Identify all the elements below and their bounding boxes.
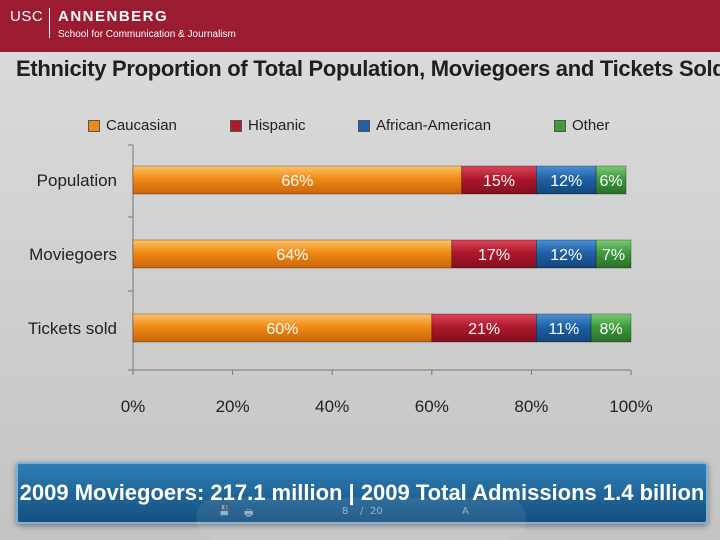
bar-other-tickets-sold: [590, 313, 632, 343]
logo-subtitle: School for Communication & Journalism: [58, 29, 236, 40]
bar-label-hispanic-population: 15%: [483, 173, 515, 190]
legend-item-hispanic: Hispanic: [230, 117, 306, 137]
logo-usc: USC: [10, 8, 44, 25]
legend-swatch-caucasian: [88, 120, 100, 133]
bar-caucasian-tickets-sold: [132, 313, 433, 343]
legend-item-caucasian: Caucasian: [88, 117, 177, 137]
legend-swatch-african-american: [358, 120, 370, 133]
legend-label-other: Other: [572, 117, 610, 134]
legend-label-african-american: African-American: [376, 117, 492, 134]
x-tick-label: 20%: [216, 397, 250, 416]
category-label-moviegoers: Moviegoers: [29, 245, 117, 264]
bar-label-african-american-tickets-sold: 11%: [548, 321, 579, 338]
legend-item-other: Other: [554, 117, 610, 137]
bar-label-other-moviegoers: 7%: [602, 247, 625, 264]
logo-divider: [49, 8, 51, 38]
page-total: 20: [370, 506, 383, 517]
print-icon[interactable]: 🖶: [244, 508, 254, 519]
legend-label-hispanic: Hispanic: [248, 117, 306, 134]
bar-african-american-population: [535, 165, 597, 195]
legend-swatch-hispanic: [230, 120, 242, 133]
page-separator: /: [360, 506, 364, 517]
category-label-population: Population: [37, 171, 117, 190]
usc-annenberg-logo: USC ANNENBERG School for Communication &…: [10, 8, 236, 40]
bar-label-other-population: 6%: [600, 173, 623, 190]
category-label-tickets-sold: Tickets sold: [28, 319, 117, 338]
x-tick-label: 40%: [315, 397, 349, 416]
bar-caucasian-moviegoers: [132, 239, 453, 269]
legend-label-caucasian: Caucasian: [106, 117, 177, 134]
x-tick-label: 0%: [121, 397, 146, 416]
chart-title: Ethnicity Proportion of Total Population…: [16, 56, 720, 81]
x-tick-label: 100%: [609, 397, 652, 416]
page-number: 8: [342, 506, 349, 517]
text-tool-icon[interactable]: A: [462, 506, 469, 517]
bar-other-population: [595, 165, 627, 195]
x-tick-label: 80%: [514, 397, 548, 416]
bar-caucasian-population: [132, 165, 463, 195]
x-tick-label: 60%: [415, 397, 449, 416]
header-bar: USC ANNENBERG School for Communication &…: [0, 0, 720, 52]
bar-hispanic-population: [461, 165, 537, 195]
bar-hispanic-moviegoers: [451, 239, 537, 269]
bar-label-caucasian-population: 66%: [281, 173, 313, 190]
bar-label-caucasian-moviegoers: 64%: [276, 247, 308, 264]
summary-banner: 2009 Moviegoers: 217.1 million | 2009 To…: [16, 462, 708, 524]
legend-item-african-american: African-American: [358, 117, 491, 137]
save-icon[interactable]: 💾: [218, 506, 231, 517]
bar-label-african-american-moviegoers: 12%: [550, 247, 582, 264]
legend-swatch-other: [554, 120, 566, 133]
bar-label-hispanic-tickets-sold: 21%: [468, 321, 500, 338]
bar-label-african-american-population: 12%: [550, 173, 582, 190]
bar-label-hispanic-moviegoers: 17%: [478, 247, 510, 264]
bar-other-moviegoers: [595, 239, 632, 269]
slide-pager: 💾 🖶 8 / 20 A: [196, 498, 526, 540]
logo-annenberg: ANNENBERG: [58, 8, 169, 25]
bar-hispanic-tickets-sold: [431, 313, 537, 343]
bar-label-caucasian-tickets-sold: 60%: [266, 321, 298, 338]
bar-label-other-tickets-sold: 8%: [600, 321, 623, 338]
